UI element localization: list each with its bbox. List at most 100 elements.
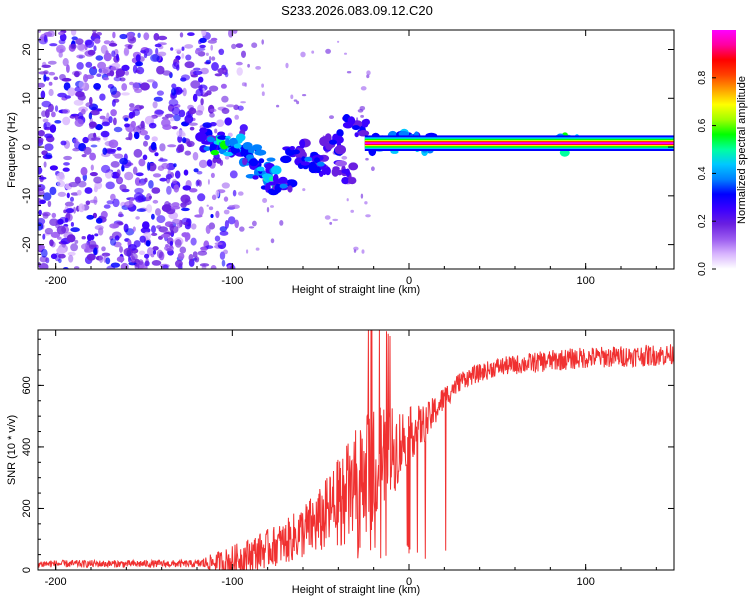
noise-speckle bbox=[45, 152, 53, 159]
noise-speckle bbox=[201, 30, 207, 37]
noise-speckle bbox=[227, 216, 236, 225]
noise-speckle bbox=[94, 225, 104, 231]
signal-cluster-blob bbox=[348, 177, 357, 185]
noise-speckle bbox=[62, 116, 71, 126]
noise-speckle bbox=[171, 107, 181, 116]
noise-speckle bbox=[113, 117, 117, 126]
noise-speckle bbox=[148, 195, 152, 199]
noise-speckle bbox=[61, 77, 72, 82]
noise-speckle bbox=[182, 185, 192, 191]
noise-speckle bbox=[156, 249, 163, 259]
noise-speckle bbox=[178, 109, 186, 118]
noise-speckle bbox=[209, 85, 219, 92]
noise-speckle bbox=[116, 147, 122, 151]
noise-speckle bbox=[184, 238, 189, 242]
noise-speckle bbox=[66, 64, 70, 73]
noise-speckle bbox=[134, 187, 144, 194]
signal-cluster-blob bbox=[272, 174, 279, 184]
noise-speckle bbox=[224, 220, 229, 229]
signal-cluster-core bbox=[304, 156, 313, 162]
noise-speckle bbox=[195, 180, 199, 187]
noise-speckle bbox=[152, 173, 162, 178]
noise-speckle bbox=[183, 169, 189, 176]
noise-speckle bbox=[121, 92, 130, 96]
noise-speckle bbox=[255, 247, 260, 251]
noise-speckle bbox=[198, 206, 204, 216]
noise-speckle bbox=[209, 122, 217, 127]
noise-speckle bbox=[171, 202, 180, 208]
noise-speckle bbox=[147, 247, 154, 256]
noise-speckle bbox=[229, 170, 238, 179]
colorbar-tick-label: 0.2 bbox=[697, 214, 708, 228]
signal-cluster-blob bbox=[285, 179, 298, 188]
noise-speckle bbox=[58, 39, 66, 45]
noise-speckle bbox=[83, 74, 89, 83]
noise-speckle bbox=[192, 151, 199, 161]
noise-speckle bbox=[219, 226, 227, 232]
signal-cluster-core bbox=[352, 125, 360, 131]
noise-speckle bbox=[118, 211, 123, 218]
noise-speckle bbox=[150, 54, 160, 62]
noise-speckle bbox=[57, 191, 67, 197]
noise-speckle bbox=[58, 253, 66, 259]
noise-speckle bbox=[135, 61, 143, 67]
noise-speckle bbox=[279, 220, 284, 226]
noise-speckle bbox=[223, 196, 229, 202]
noise-speckle bbox=[168, 98, 179, 107]
noise-speckle bbox=[99, 93, 106, 101]
y-tick-label: 10 bbox=[21, 92, 33, 104]
noise-speckle bbox=[88, 121, 97, 128]
noise-speckle bbox=[146, 79, 155, 83]
noise-speckle bbox=[246, 249, 249, 254]
noise-speckle bbox=[96, 73, 102, 77]
noise-speckle bbox=[70, 30, 77, 36]
noise-speckle bbox=[121, 64, 130, 71]
snr-ticks: -200 -100 0 100 0 200 400 600 bbox=[21, 330, 674, 588]
noise-speckle bbox=[44, 227, 54, 235]
signal-cluster-blob bbox=[210, 149, 220, 156]
noise-speckle bbox=[93, 132, 97, 138]
noise-speckle bbox=[112, 198, 120, 208]
signal-cluster-blob bbox=[240, 148, 246, 157]
noise-speckle bbox=[152, 249, 157, 255]
noise-speckle bbox=[161, 162, 170, 170]
signal-cluster-blob bbox=[359, 130, 368, 135]
noise-speckle bbox=[239, 226, 245, 232]
signal-cluster-blob bbox=[225, 137, 230, 147]
noise-speckle bbox=[224, 155, 230, 160]
noise-speckle bbox=[332, 218, 339, 222]
noise-speckle bbox=[177, 252, 185, 260]
noise-speckle bbox=[47, 200, 52, 207]
noise-speckle bbox=[70, 222, 74, 227]
noise-speckle bbox=[206, 159, 213, 167]
noise-speckle bbox=[236, 67, 243, 76]
noise-speckle bbox=[124, 123, 130, 128]
noise-speckle bbox=[94, 38, 101, 44]
noise-speckle bbox=[119, 184, 127, 191]
noise-speckle bbox=[116, 169, 121, 177]
spectrogram-ylabel: Frequency (Hz) bbox=[6, 112, 18, 188]
noise-speckle bbox=[110, 193, 116, 201]
noise-speckle bbox=[76, 54, 86, 59]
colorbar-label: Normalized spectral amplitude bbox=[736, 76, 748, 224]
noise-speckle bbox=[49, 165, 59, 171]
noise-speckle bbox=[67, 251, 76, 256]
colorbar-ticks: 0.0 0.2 0.4 0.6 0.8 bbox=[697, 70, 716, 276]
noise-speckle bbox=[43, 74, 47, 82]
snr-frame bbox=[37, 329, 675, 571]
noise-speckle bbox=[184, 150, 192, 156]
noise-speckle bbox=[262, 198, 268, 203]
noise-speckle bbox=[179, 246, 187, 254]
signal-cluster-blob bbox=[199, 127, 208, 134]
noise-speckle bbox=[103, 52, 112, 62]
noise-speckle bbox=[127, 44, 133, 50]
noise-speckle bbox=[100, 130, 110, 138]
noise-speckle bbox=[218, 49, 221, 53]
noise-speckle bbox=[59, 33, 67, 42]
noise-speckle bbox=[110, 109, 117, 117]
signal-cluster-blob bbox=[258, 158, 265, 164]
noise-speckle bbox=[132, 226, 136, 232]
noise-speckle bbox=[130, 120, 136, 128]
